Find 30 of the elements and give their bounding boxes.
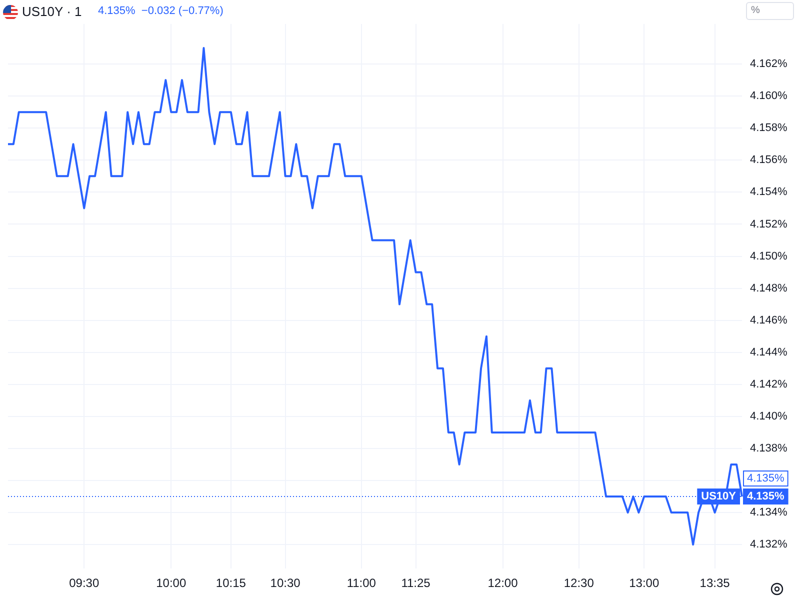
y-axis-title: % — [746, 2, 794, 20]
text: 4.135% — [747, 490, 785, 503]
y-tick-label: 4.162% — [750, 58, 788, 70]
y-tick-label: 4.134% — [750, 506, 788, 519]
y-tick-label: 4.160% — [750, 90, 788, 102]
y-tick-label: 4.132% — [750, 538, 788, 551]
chart-title: US10Y · 1 — [22, 4, 82, 19]
x-tick-label: 10:30 — [270, 576, 301, 590]
y-tick-label: 4.150% — [750, 250, 788, 262]
y-tick-label: 4.144% — [750, 346, 788, 358]
text: 4.135% — [747, 472, 785, 485]
y-tick-label: 4.148% — [750, 282, 788, 294]
y-tick-label: 4.140% — [750, 410, 788, 422]
x-tick-label: 13:00 — [629, 576, 660, 590]
x-tick-label: 09:30 — [69, 576, 100, 590]
y-tick-label: 4.146% — [750, 314, 788, 326]
y-tick-label: 4.154% — [750, 186, 788, 198]
y-tick-label: 4.156% — [750, 154, 788, 166]
x-tick-label: 11:00 — [346, 576, 376, 590]
x-tick-label: 12:30 — [564, 576, 594, 590]
x-tick-label: 13:35 — [700, 576, 730, 590]
chart-subtitle: 4.135% −0.032 (−0.77%) — [98, 5, 224, 17]
x-tick-label: 10:00 — [156, 576, 186, 590]
y-tick-label: 4.138% — [750, 442, 788, 454]
y-tick-label: 4.142% — [750, 378, 788, 390]
y-tick-label: 4.158% — [750, 122, 788, 134]
y-tick-label: 4.152% — [750, 218, 788, 230]
x-tick-label: 12:00 — [488, 576, 518, 590]
x-tick-label: 10:15 — [216, 576, 246, 590]
x-tick-label: 11:25 — [401, 576, 431, 590]
